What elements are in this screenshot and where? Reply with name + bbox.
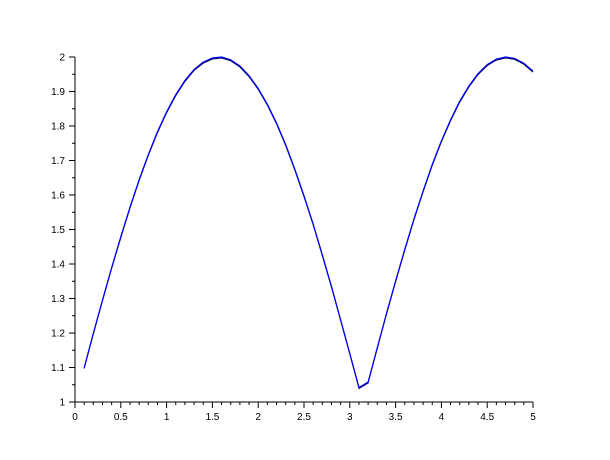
y-tick-label: 1.6 — [51, 191, 65, 202]
x-tick-label: 5 — [530, 412, 536, 423]
y-tick-label: 1.7 — [51, 156, 65, 167]
y-tick-label: 1.3 — [51, 294, 65, 305]
y-tick-label: 1.9 — [51, 87, 65, 98]
y-tick-label: 1 — [59, 398, 65, 409]
y-tick-label: 2 — [59, 53, 65, 64]
x-tick-label: 1 — [164, 412, 170, 423]
y-tick-label: 1.4 — [51, 260, 65, 271]
x-tick-label: 3.5 — [389, 412, 403, 423]
x-tick-label: 0 — [72, 412, 78, 423]
y-tick-label: 1.5 — [51, 225, 65, 236]
x-tick-label: 1.5 — [205, 412, 219, 423]
x-tick-label: 4.5 — [480, 412, 494, 423]
x-tick-label: 2.5 — [297, 412, 311, 423]
x-tick-label: 4 — [439, 412, 445, 423]
plot-area — [83, 56, 534, 390]
axes: 0 0.5 1 1.5 2 2.5 3 3.5 4 4.5 5 1 1.1 1.2 1.3 1.4 1.5 1.6… — [51, 53, 536, 424]
y-tick-label: 1.2 — [51, 329, 65, 340]
x-tick-label: 0.5 — [114, 412, 128, 423]
series-line-shadow — [83, 57, 534, 390]
series-line — [83, 56, 534, 389]
x-tick-label: 2 — [255, 412, 261, 423]
y-tick-label: 1.1 — [51, 363, 65, 374]
x-tick-label: 3 — [347, 412, 353, 423]
y-tick-label: 1.8 — [51, 122, 65, 133]
